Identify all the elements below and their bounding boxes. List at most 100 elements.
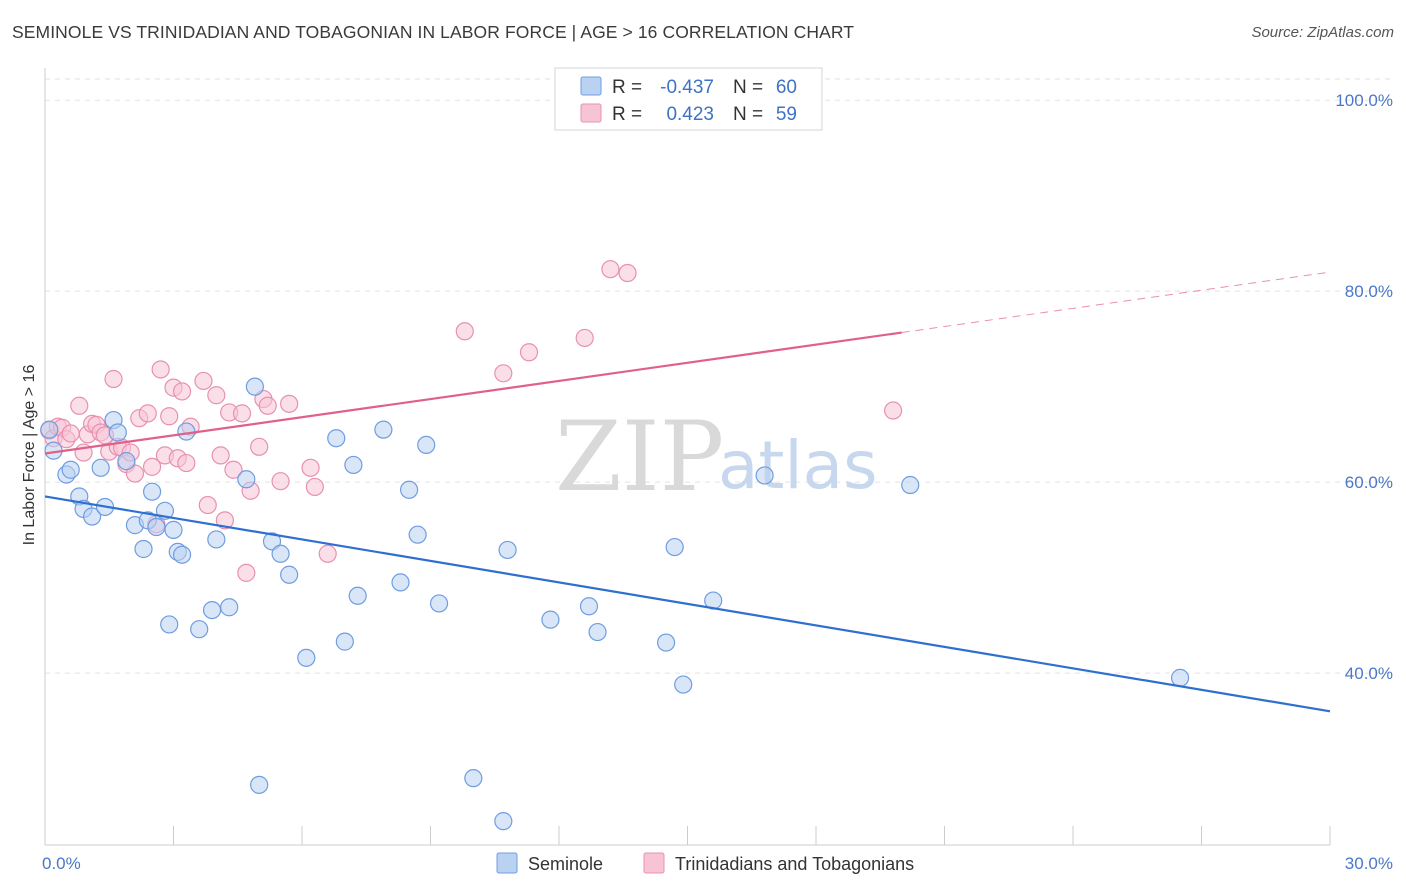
seminole-point-27 bbox=[237, 470, 256, 489]
seminole-point-28 bbox=[245, 377, 264, 396]
watermark-zip: ZIP bbox=[555, 401, 724, 513]
seminole-point-51 bbox=[665, 537, 684, 557]
trini-point-54 bbox=[601, 260, 620, 279]
legend-seminole-n: 60 bbox=[776, 77, 797, 98]
seminole-point-25 bbox=[207, 530, 226, 549]
legend-n-label: N = bbox=[733, 77, 763, 98]
trini-trend-line bbox=[44, 331, 902, 455]
seminole-point-0 bbox=[40, 420, 59, 439]
seminole-point-35 bbox=[335, 632, 354, 651]
legend-trini-n: 59 bbox=[776, 104, 797, 125]
seminole-point-31 bbox=[271, 544, 290, 563]
seminole-point-43 bbox=[429, 594, 449, 613]
trini-point-48 bbox=[305, 477, 324, 497]
seminole-trend-line bbox=[44, 495, 1331, 713]
seminole-point-41 bbox=[408, 525, 427, 544]
seminole-point-56 bbox=[1170, 668, 1190, 687]
seminole-point-13 bbox=[134, 539, 153, 559]
trini-point-34 bbox=[207, 386, 226, 405]
seminole-point-33 bbox=[297, 648, 316, 667]
trini-point-53 bbox=[575, 328, 594, 348]
y-tick-label-60: 60.0% bbox=[1345, 473, 1393, 492]
seminole-point-48 bbox=[579, 597, 599, 616]
seminole-point-22 bbox=[177, 422, 196, 441]
y-tick-label-80: 80.0% bbox=[1345, 282, 1393, 301]
seminole-point-23 bbox=[190, 620, 209, 639]
seminole-point-6 bbox=[83, 507, 102, 526]
trini-point-29 bbox=[172, 382, 192, 401]
seminole-point-26 bbox=[220, 598, 239, 617]
trini-point-55 bbox=[618, 263, 637, 283]
trini-point-39 bbox=[232, 404, 252, 423]
seminole-point-10 bbox=[108, 423, 127, 442]
trini-point-42 bbox=[250, 437, 269, 456]
seminole-point-24 bbox=[202, 600, 222, 620]
trini-point-56 bbox=[883, 401, 903, 420]
seminole-point-54 bbox=[755, 466, 774, 485]
trini-point-5 bbox=[61, 424, 80, 443]
legend-r-label-2: R = bbox=[612, 104, 642, 125]
trini-point-26 bbox=[160, 407, 179, 426]
legend-trini-r: 0.423 bbox=[666, 104, 714, 125]
trini-point-32 bbox=[194, 371, 213, 391]
seminole-point-55 bbox=[901, 475, 920, 495]
seminole-series bbox=[40, 377, 1190, 831]
seminole-point-50 bbox=[656, 633, 676, 652]
trini-point-33 bbox=[198, 495, 217, 515]
seminole-point-16 bbox=[147, 517, 166, 537]
seminole-point-32 bbox=[280, 565, 299, 584]
seminole-point-38 bbox=[374, 420, 393, 439]
trini-point-45 bbox=[271, 472, 290, 491]
bottom-legend-trini-swatch bbox=[643, 852, 665, 874]
trini-point-35 bbox=[211, 446, 230, 465]
trini-point-49 bbox=[318, 544, 337, 563]
watermark-atlas: atlas bbox=[718, 427, 878, 504]
seminole-point-11 bbox=[117, 452, 136, 471]
trini-point-47 bbox=[301, 458, 320, 477]
legend-trini-swatch bbox=[580, 103, 602, 123]
seminole-point-42 bbox=[417, 435, 436, 455]
trini-point-46 bbox=[280, 394, 299, 413]
legend-n-label-2: N = bbox=[733, 104, 763, 125]
trini-series bbox=[40, 260, 903, 582]
seminole-point-52 bbox=[674, 675, 693, 694]
trini-point-24 bbox=[151, 360, 170, 379]
seminole-point-45 bbox=[494, 812, 513, 831]
bottom-legend-seminole-swatch bbox=[496, 852, 518, 874]
y-axis-label: In Labor Force | Age > 16 bbox=[21, 365, 38, 546]
seminole-point-30 bbox=[262, 532, 282, 551]
seminole-point-47 bbox=[541, 610, 560, 629]
tick-labels: 40.0% 60.0% 80.0% 100.0% 0.0% 30.0% bbox=[42, 91, 1393, 873]
seminole-point-49 bbox=[588, 622, 607, 642]
trini-point-44 bbox=[258, 396, 277, 415]
seminole-point-40 bbox=[399, 480, 419, 499]
y-tick-label-100: 100.0% bbox=[1335, 91, 1393, 110]
seminole-point-34 bbox=[327, 429, 346, 448]
series-legend: Seminole Trinidadians and Tobagonians bbox=[496, 852, 914, 874]
trini-point-52 bbox=[519, 343, 539, 362]
trini-point-22 bbox=[142, 457, 162, 476]
seminole-point-36 bbox=[344, 455, 363, 475]
bottom-legend-seminole: Seminole bbox=[528, 854, 603, 874]
trini-point-14 bbox=[104, 369, 123, 389]
seminole-point-7 bbox=[91, 458, 110, 477]
trini-point-38 bbox=[224, 460, 243, 479]
trini-point-21 bbox=[138, 404, 157, 423]
legend-r-label: R = bbox=[612, 77, 642, 98]
source-credit: Source: ZipAtlas.com bbox=[1251, 24, 1394, 41]
trini-point-6 bbox=[70, 396, 89, 415]
seminole-point-15 bbox=[142, 482, 162, 501]
x-tick-label-min: 0.0% bbox=[42, 854, 81, 873]
stats-legend: R = -0.437 N = 60 R = 0.423 N = 59 bbox=[554, 67, 823, 131]
legend-seminole-r: -0.437 bbox=[660, 77, 714, 98]
trini-point-36 bbox=[215, 511, 234, 530]
chart-title: SEMINOLE VS TRINIDADIAN AND TOBAGONIAN I… bbox=[12, 22, 855, 42]
seminole-point-21 bbox=[172, 545, 192, 564]
seminole-point-19 bbox=[164, 520, 183, 539]
x-tick-label-max: 30.0% bbox=[1345, 854, 1393, 873]
seminole-point-46 bbox=[498, 540, 517, 560]
trini-point-40 bbox=[237, 563, 256, 582]
seminole-point-29 bbox=[250, 775, 269, 794]
trini-point-19 bbox=[125, 464, 145, 483]
